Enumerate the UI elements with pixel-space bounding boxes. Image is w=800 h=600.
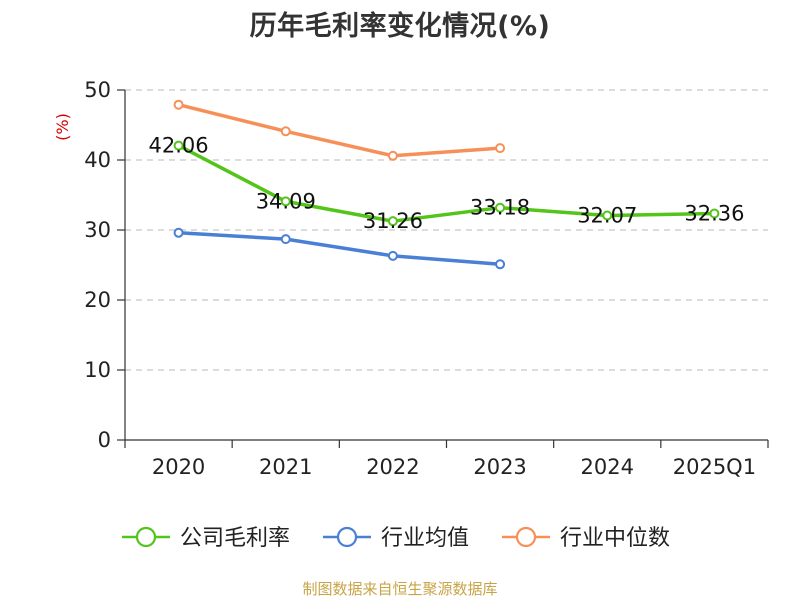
x-tick-label: 2024	[581, 455, 634, 479]
x-tick-label: 2022	[366, 455, 419, 479]
data-labels: 42.06 34.09 31.26 33.18 32.07 32.36	[149, 134, 745, 234]
data-point	[173, 227, 184, 238]
data-point	[173, 99, 184, 110]
series-line-0	[176, 143, 717, 223]
legend-item-2[interactable]: 行业中位数	[502, 526, 670, 551]
data-label: 31.26	[363, 209, 423, 233]
data-point	[709, 208, 720, 219]
data-label: 34.09	[256, 189, 316, 213]
source-note: 制图数据来自恒生聚源数据库	[302, 580, 498, 598]
data-point	[495, 259, 506, 270]
legend-label: 行业中位数	[560, 526, 670, 551]
y-tick-label: 30	[84, 218, 111, 242]
data-point	[173, 140, 184, 151]
y-axis-unit: (%)	[53, 113, 72, 141]
series-line-2	[176, 102, 502, 158]
legend-item-0[interactable]: 公司毛利率	[122, 526, 290, 551]
y-tick-label: 20	[84, 288, 111, 312]
series-lines	[173, 99, 720, 270]
y-tick-label: 50	[84, 78, 111, 102]
data-point	[280, 126, 291, 137]
y-tick-label: 10	[84, 358, 111, 382]
data-point	[387, 216, 398, 227]
data-point	[280, 234, 291, 245]
data-point	[602, 210, 613, 221]
legend: 公司毛利率 行业均值 行业中位数	[122, 526, 670, 551]
legend-label: 行业均值	[381, 526, 469, 551]
series-line-1	[176, 231, 502, 267]
x-tick-label: 2025Q1	[673, 455, 756, 479]
x-tick-label: 2023	[473, 455, 526, 479]
data-point	[387, 250, 398, 261]
x-tick-label: 2020	[152, 455, 205, 479]
chart-title: 历年毛利率变化情况(%)	[249, 11, 551, 42]
x-tick-label: 2021	[259, 455, 312, 479]
legend-marker	[515, 526, 537, 548]
data-point	[495, 202, 506, 213]
legend-label: 公司毛利率	[180, 526, 290, 551]
y-tick-label: 0	[98, 428, 111, 452]
data-label: 33.18	[470, 196, 530, 220]
data-label: 42.06	[149, 134, 209, 158]
data-label: 32.07	[577, 204, 637, 228]
legend-item-1[interactable]: 行业均值	[323, 526, 469, 551]
data-point	[387, 150, 398, 161]
axes: 0 10 20 30 40 50 (%) 2020 2021 2022 2023 2024 2025Q1	[53, 78, 769, 479]
y-tick-label: 40	[84, 148, 111, 172]
data-point	[495, 143, 506, 154]
legend-marker	[135, 526, 157, 548]
data-point	[280, 196, 291, 207]
legend-marker	[336, 526, 358, 548]
grid-lines	[125, 89, 768, 371]
data-label: 32.36	[684, 201, 744, 225]
